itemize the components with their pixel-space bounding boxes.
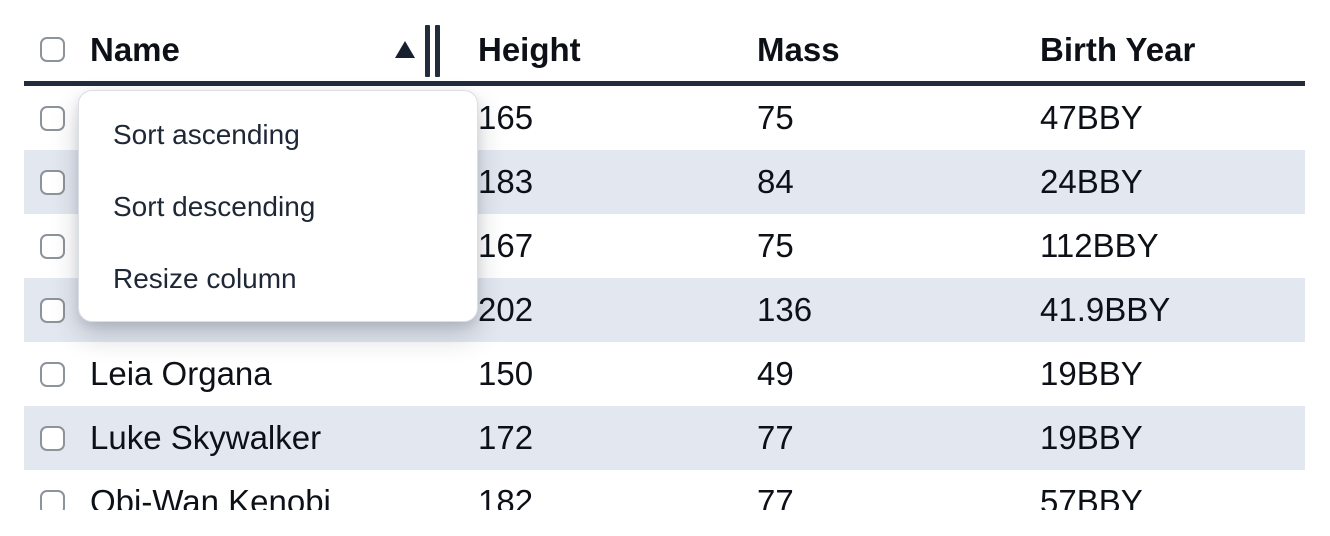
cell-mass: 75 xyxy=(757,99,794,136)
table-row[interactable]: Leia Organa 150 49 19BBY xyxy=(24,342,1305,406)
cell-mass: 77 xyxy=(757,419,794,456)
cell-mass: 77 xyxy=(757,483,794,510)
resize-bar-icon xyxy=(425,25,430,77)
row-checkbox[interactable] xyxy=(40,425,65,451)
menu-item-label: Sort descending xyxy=(113,191,316,222)
cell-height: 183 xyxy=(478,163,534,200)
cell-height: 172 xyxy=(478,419,534,456)
row-checkbox-cell xyxy=(24,105,90,131)
column-header-name[interactable]: Name xyxy=(90,31,478,69)
table-row[interactable]: Luke Skywalker 172 77 19BBY xyxy=(24,406,1305,470)
cell-mass: 84 xyxy=(757,163,794,200)
cell-name: Luke Skywalker xyxy=(90,419,322,456)
row-checkbox-cell xyxy=(24,169,90,195)
column-context-menu: Sort ascending Sort descending Resize co… xyxy=(78,90,478,322)
cell-height: 150 xyxy=(478,355,534,392)
select-all-checkbox[interactable] xyxy=(40,37,65,62)
column-header-birth-year[interactable]: Birth Year xyxy=(1040,31,1305,69)
data-table-view: Name Height Mass Birth Year 165 75 xyxy=(24,0,1305,510)
menu-item-sort-ascending[interactable]: Sort ascending xyxy=(79,99,477,171)
row-checkbox-cell xyxy=(24,297,90,323)
column-header-height-label: Height xyxy=(478,30,581,68)
row-checkbox[interactable] xyxy=(40,297,65,323)
column-header-birth-year-label: Birth Year xyxy=(1040,30,1196,68)
cell-mass: 136 xyxy=(757,291,813,328)
menu-item-label: Resize column xyxy=(113,263,297,294)
row-checkbox-cell xyxy=(24,425,90,451)
column-header-name-label: Name xyxy=(90,30,180,68)
cell-mass: 49 xyxy=(757,355,794,392)
cell-mass: 75 xyxy=(757,227,794,264)
cell-name: Obi-Wan Kenobi xyxy=(90,483,331,510)
row-checkbox-cell xyxy=(24,489,90,510)
cell-birth-year: 47BBY xyxy=(1040,99,1143,136)
row-checkbox[interactable] xyxy=(40,489,65,510)
column-header-height[interactable]: Height xyxy=(478,31,757,69)
cell-height: 202 xyxy=(478,291,534,328)
cell-height: 167 xyxy=(478,227,534,264)
cell-birth-year: 19BBY xyxy=(1040,355,1143,392)
row-checkbox-cell xyxy=(24,233,90,259)
cell-name: Leia Organa xyxy=(90,355,272,392)
row-checkbox[interactable] xyxy=(40,105,65,131)
menu-item-label: Sort ascending xyxy=(113,119,300,150)
resize-bar-icon xyxy=(435,25,440,77)
row-checkbox[interactable] xyxy=(40,169,65,195)
cell-birth-year: 19BBY xyxy=(1040,419,1143,456)
menu-item-sort-descending[interactable]: Sort descending xyxy=(79,171,477,243)
menu-item-resize-column[interactable]: Resize column xyxy=(79,243,477,315)
column-header-mass-label: Mass xyxy=(757,30,840,68)
column-header-mass[interactable]: Mass xyxy=(757,31,1040,69)
cell-birth-year: 57BBY xyxy=(1040,483,1143,510)
select-all-cell xyxy=(24,37,90,62)
sort-ascending-icon xyxy=(395,41,415,58)
cell-height: 165 xyxy=(478,99,534,136)
row-checkbox-cell xyxy=(24,361,90,387)
cell-birth-year: 41.9BBY xyxy=(1040,291,1171,328)
column-resize-handle[interactable] xyxy=(425,25,440,77)
row-checkbox[interactable] xyxy=(40,233,65,259)
cell-birth-year: 24BBY xyxy=(1040,163,1143,200)
table-row[interactable]: Obi-Wan Kenobi 182 77 57BBY xyxy=(24,470,1305,510)
row-checkbox[interactable] xyxy=(40,361,65,387)
cell-height: 182 xyxy=(478,483,534,510)
table-header-row: Name Height Mass Birth Year xyxy=(24,0,1305,86)
cell-birth-year: 112BBY xyxy=(1040,227,1159,264)
